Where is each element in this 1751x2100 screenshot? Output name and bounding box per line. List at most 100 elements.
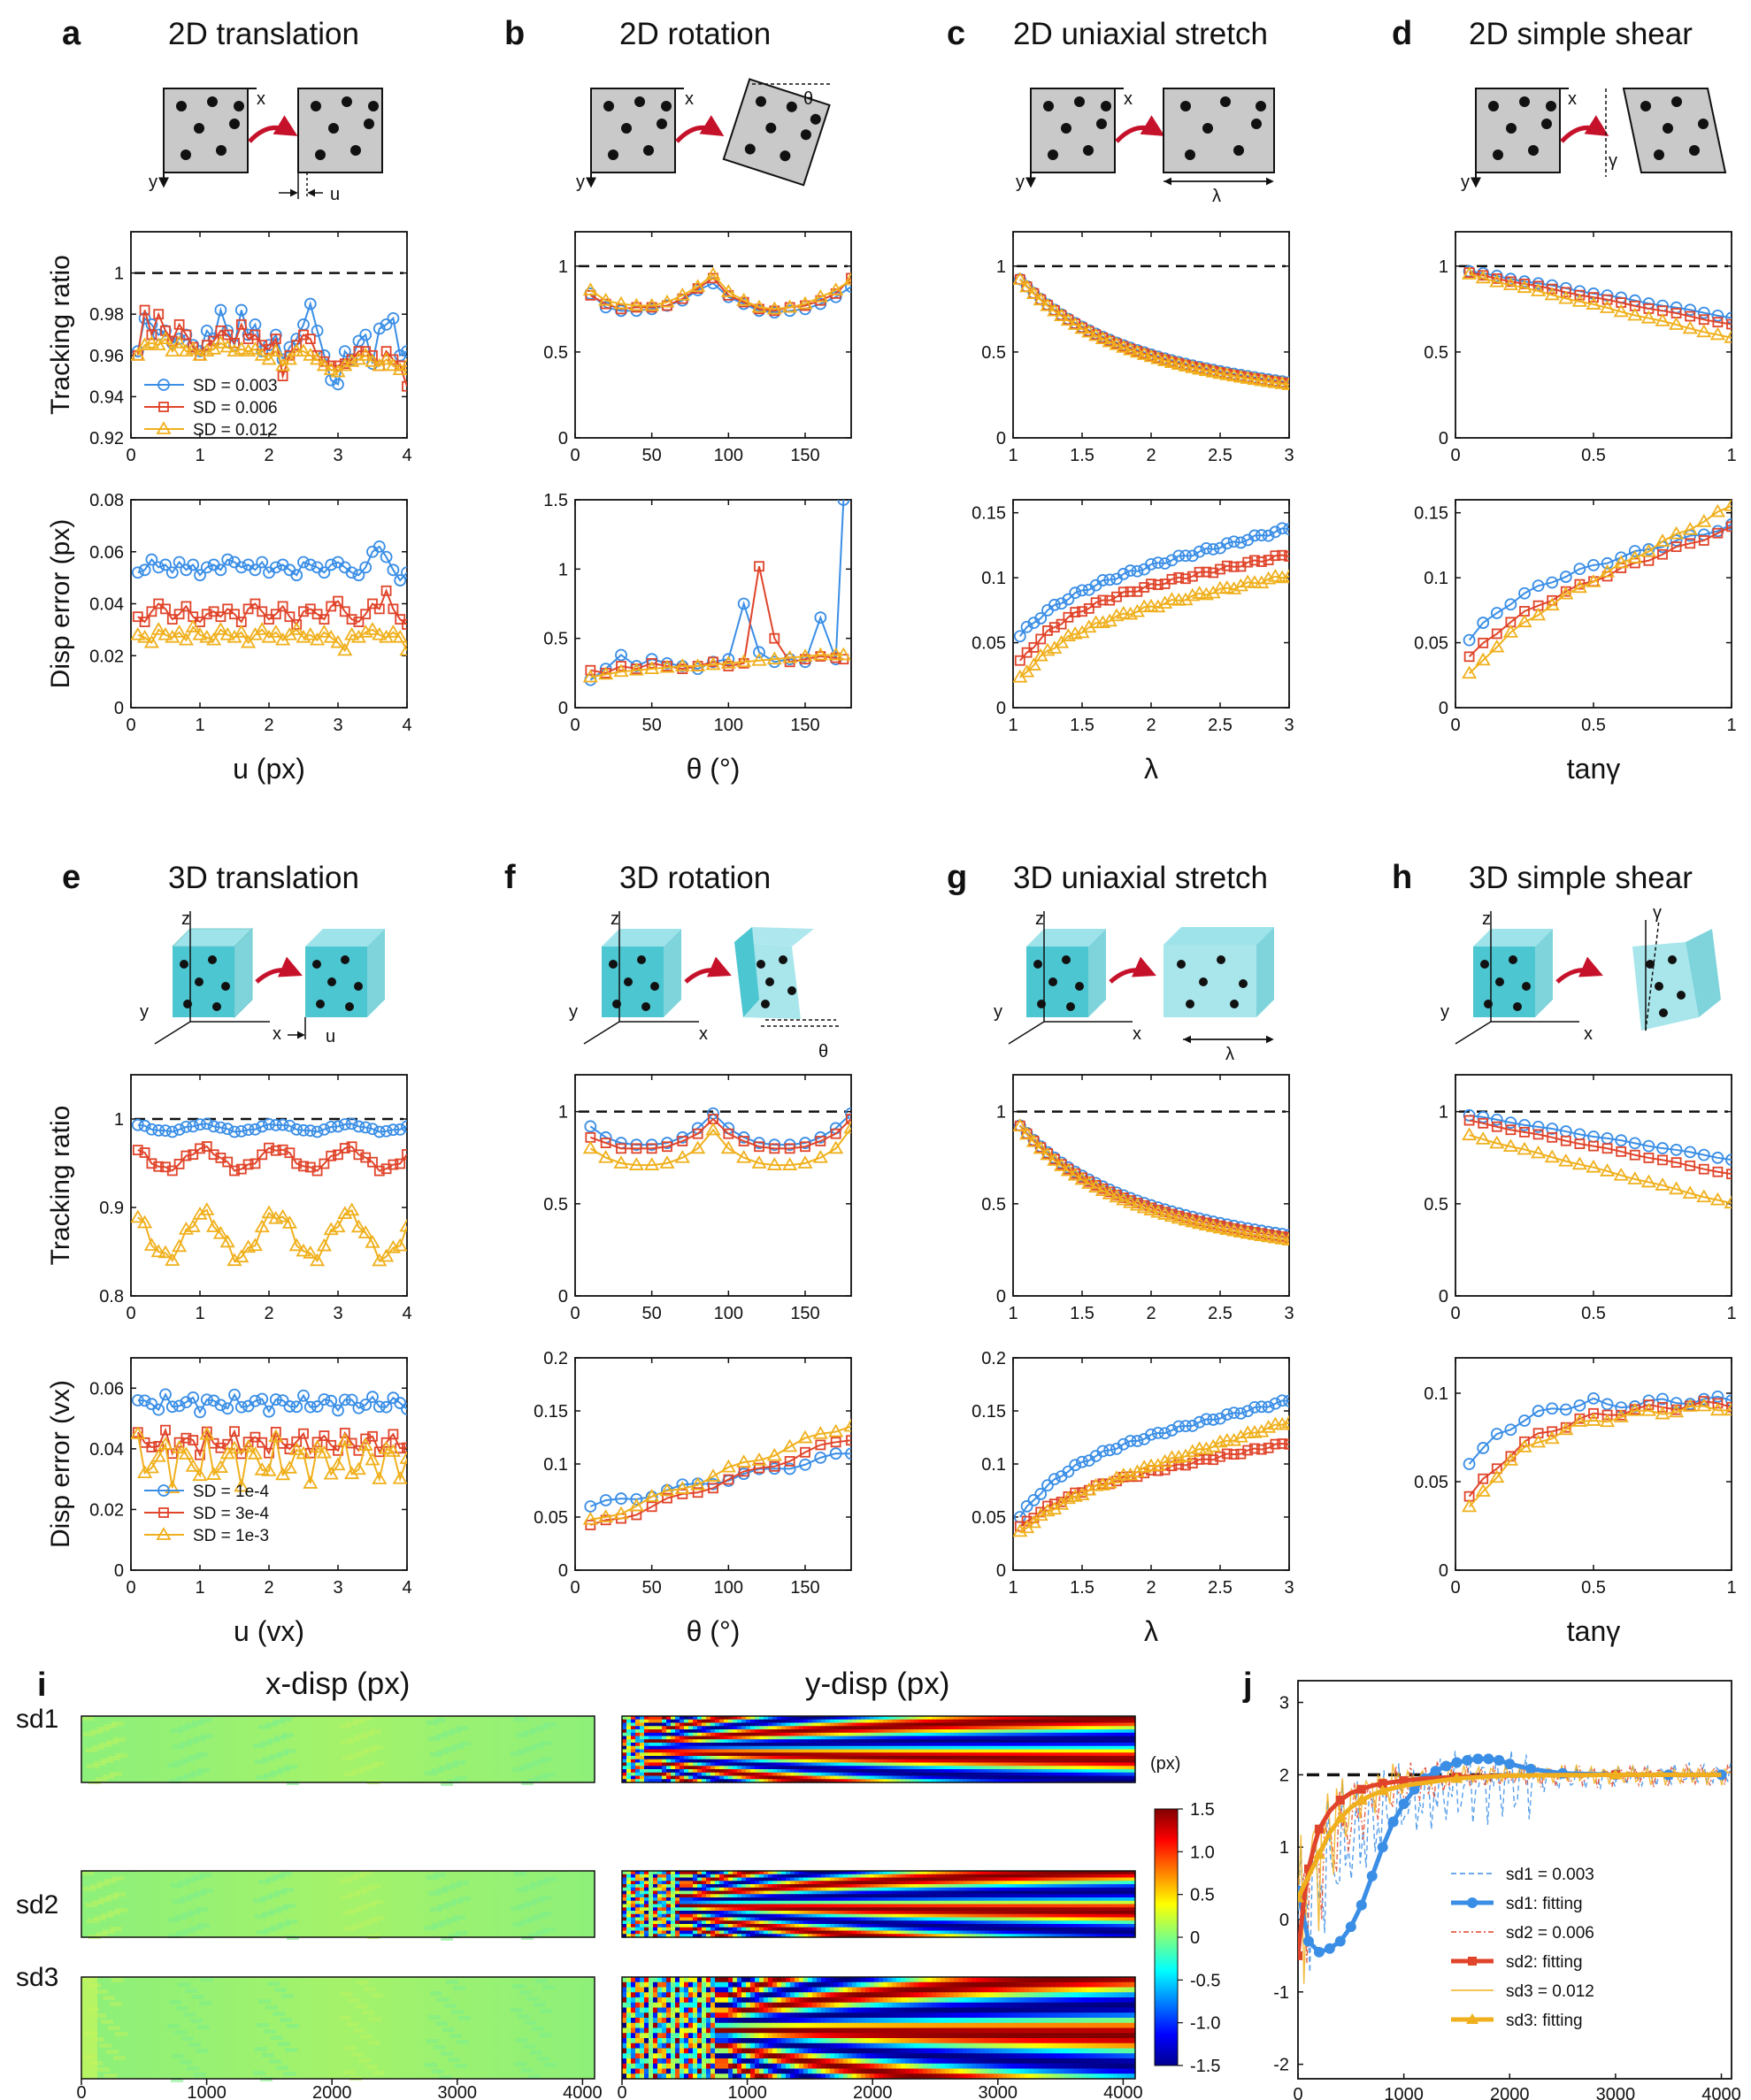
data-point bbox=[380, 346, 392, 357]
panel-title-c: 2D uniaxial stretch bbox=[1013, 17, 1268, 51]
data-point bbox=[352, 569, 365, 582]
data-point bbox=[1489, 639, 1505, 653]
data-point bbox=[598, 666, 614, 680]
series-line-3 bbox=[1019, 575, 1289, 678]
data-point bbox=[241, 1438, 257, 1452]
data-point bbox=[212, 1225, 228, 1239]
data-point bbox=[268, 625, 284, 638]
data-point bbox=[644, 1157, 660, 1170]
data-point bbox=[723, 1474, 734, 1485]
data-point bbox=[720, 1459, 736, 1473]
data-point bbox=[1090, 597, 1102, 609]
data-point bbox=[1163, 592, 1179, 605]
x-tick-label: 50 bbox=[642, 446, 662, 465]
data-point bbox=[736, 1149, 752, 1163]
xdisp-map-sd3 bbox=[81, 1976, 595, 2082]
plot-frame bbox=[1012, 1074, 1290, 1297]
data-point bbox=[1463, 633, 1476, 647]
data-point bbox=[146, 606, 157, 617]
data-point bbox=[829, 1447, 842, 1460]
plot-frame bbox=[130, 1074, 408, 1297]
data-point bbox=[1517, 280, 1532, 294]
fit-point bbox=[1314, 1824, 1324, 1834]
data-point bbox=[277, 1437, 288, 1449]
data-point bbox=[146, 1442, 157, 1452]
data-point bbox=[784, 1143, 795, 1154]
colorbar-tick-label: 1.0 bbox=[1190, 1843, 1215, 1862]
data-point bbox=[1281, 569, 1289, 582]
data-point bbox=[337, 1432, 353, 1446]
data-point bbox=[1670, 541, 1682, 552]
data-point bbox=[344, 626, 360, 640]
data-point bbox=[1574, 289, 1586, 301]
x-tick-label: 1 bbox=[195, 1304, 204, 1323]
data-point bbox=[615, 1492, 627, 1505]
x-tick-label: 3 bbox=[333, 446, 342, 465]
data-point bbox=[1698, 535, 1709, 546]
heatmap-x-axis-1: 0 1000 2000 3000 4000 bbox=[76, 2079, 603, 2100]
data-point bbox=[615, 648, 627, 662]
series-group bbox=[1013, 1118, 1289, 1245]
data-point bbox=[769, 632, 780, 644]
x-tick-label: 0.5 bbox=[1581, 1304, 1606, 1323]
data-point bbox=[337, 1206, 353, 1219]
data-point bbox=[219, 1234, 235, 1248]
data-point bbox=[277, 371, 288, 382]
panel-label-i: i bbox=[37, 1667, 47, 1704]
data-point bbox=[178, 1446, 194, 1460]
data-point bbox=[1076, 584, 1088, 597]
data-point bbox=[152, 561, 165, 574]
data-point bbox=[1724, 500, 1732, 511]
series-line-2 bbox=[137, 1145, 407, 1172]
y-tick-label: 0 bbox=[1279, 1911, 1289, 1930]
data-point bbox=[206, 632, 222, 646]
data-point bbox=[319, 1158, 330, 1169]
data-point bbox=[303, 1400, 317, 1414]
data-point bbox=[290, 569, 303, 582]
y-tick-label: 0.2 bbox=[543, 1349, 568, 1368]
y-tick-label: 1 bbox=[1279, 1838, 1289, 1858]
data-point bbox=[1055, 597, 1068, 610]
y-tick-label: 0.05 bbox=[971, 634, 1006, 654]
x-tick-label: 3 bbox=[333, 1578, 342, 1598]
data-point bbox=[380, 1437, 392, 1448]
legend-label: SD = 1e-3 bbox=[193, 1527, 269, 1545]
data-point bbox=[1277, 549, 1288, 561]
data-point bbox=[631, 1143, 642, 1154]
data-point bbox=[598, 292, 614, 306]
data-point bbox=[1081, 619, 1097, 633]
data-point bbox=[180, 1150, 192, 1161]
data-point bbox=[1475, 270, 1491, 284]
x-axis-label: tanγ bbox=[1567, 753, 1620, 785]
data-point bbox=[720, 1140, 736, 1154]
data-point bbox=[613, 295, 629, 310]
data-point bbox=[372, 626, 388, 640]
data-point bbox=[1270, 550, 1281, 562]
data-point bbox=[1281, 377, 1289, 390]
data-point bbox=[254, 1462, 270, 1475]
data-point bbox=[303, 1475, 319, 1489]
data-point bbox=[1684, 303, 1697, 317]
y-tick-label: 0.1 bbox=[1424, 569, 1448, 588]
data-point bbox=[1627, 550, 1643, 563]
data-point bbox=[753, 646, 765, 659]
fit-point bbox=[1355, 1899, 1367, 1911]
data-point bbox=[1587, 558, 1600, 571]
legend-label: SD = 0.006 bbox=[193, 399, 278, 418]
y-tick-label: 0.1 bbox=[981, 569, 1006, 588]
data-point bbox=[1212, 365, 1228, 379]
data-point bbox=[173, 318, 185, 330]
data-point bbox=[187, 1391, 200, 1404]
schematic-a-x: x bbox=[257, 89, 265, 109]
data-point bbox=[332, 378, 344, 391]
data-point bbox=[1547, 283, 1558, 295]
data-point bbox=[353, 1149, 365, 1161]
data-point bbox=[1283, 523, 1289, 536]
data-point bbox=[1240, 371, 1256, 384]
data-point bbox=[582, 669, 598, 683]
legend-label: SD = 1e-4 bbox=[193, 1483, 270, 1501]
series-group bbox=[582, 1107, 851, 1170]
data-point bbox=[659, 1155, 675, 1169]
data-point bbox=[387, 563, 400, 577]
data-point bbox=[1256, 556, 1267, 567]
